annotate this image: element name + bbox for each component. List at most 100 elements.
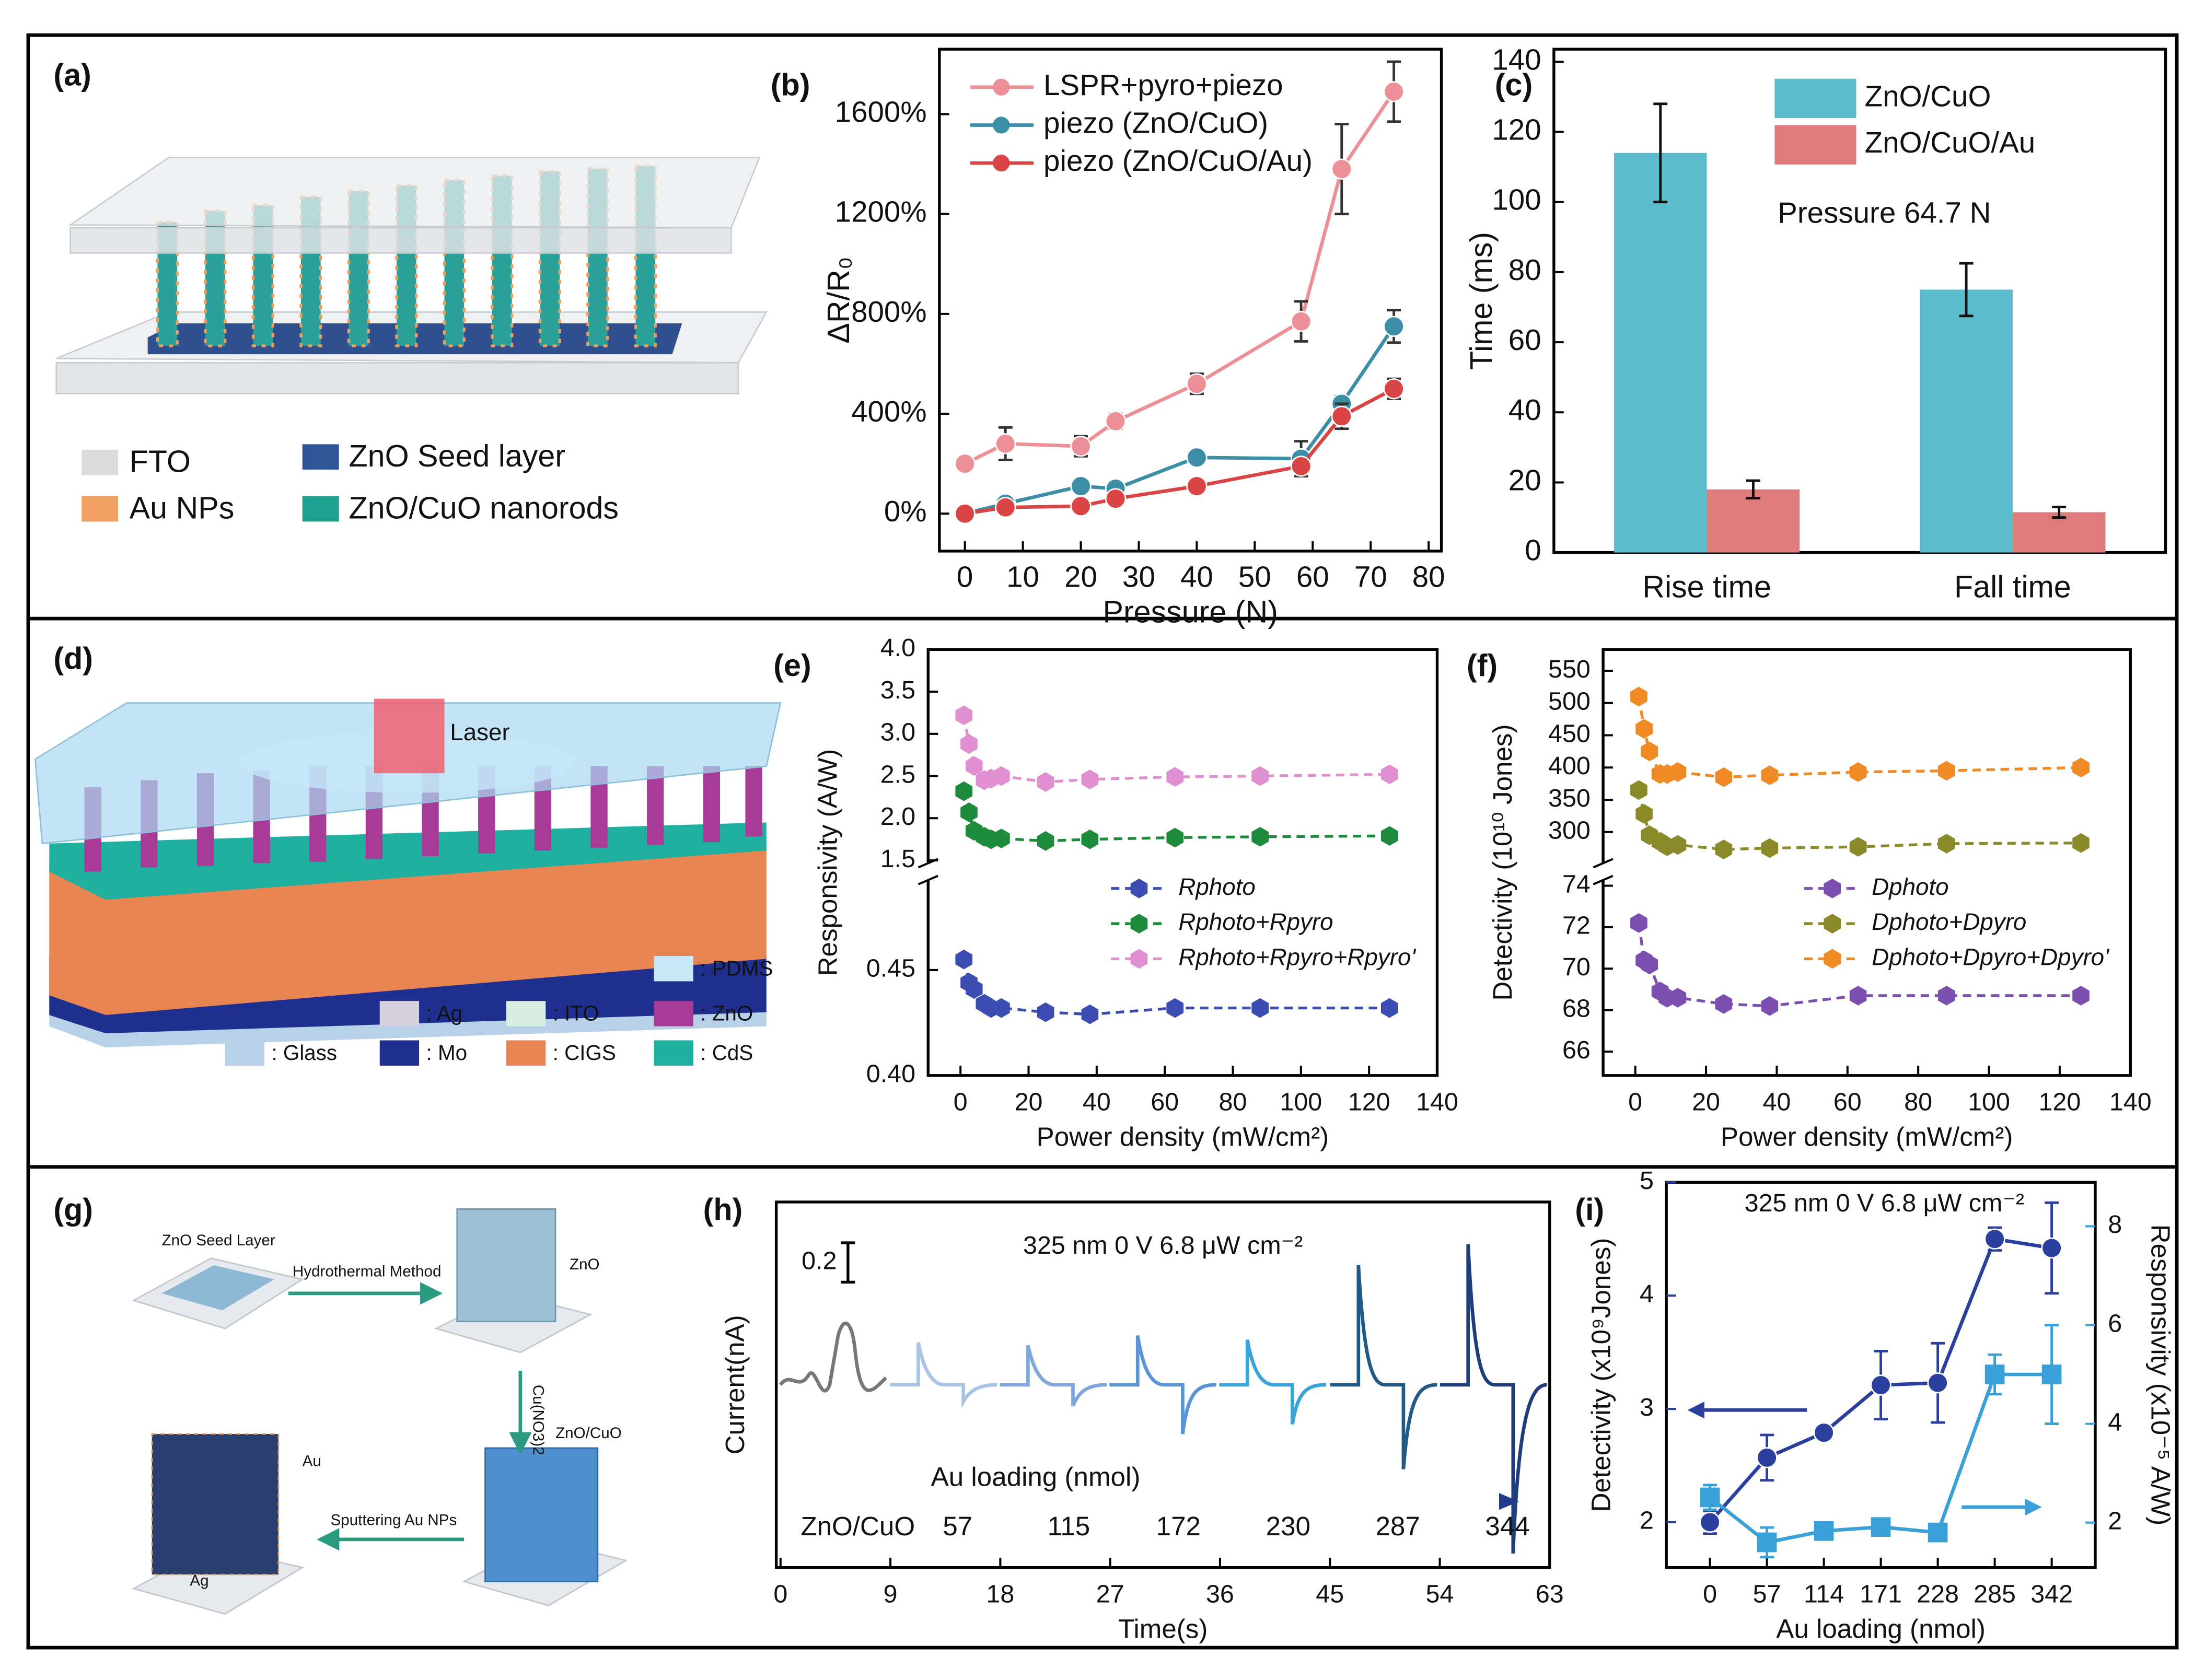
legend-marker (1130, 949, 1148, 969)
x-tick-label: 60 (1296, 561, 1329, 593)
marker (1635, 719, 1653, 739)
marker (993, 998, 1010, 1018)
marker (995, 497, 1016, 518)
x-tick-label: 0 (1628, 1088, 1642, 1116)
x-tick-label: 40 (1180, 561, 1213, 593)
device-schematic (68, 157, 761, 229)
current-trace (1330, 1265, 1437, 1469)
legend-marker (993, 155, 1010, 172)
solar-cell-schematic (49, 822, 767, 900)
marker (1380, 998, 1398, 1018)
marker (1715, 767, 1733, 787)
current-trace (1109, 1335, 1216, 1434)
marker (1380, 826, 1398, 846)
marker (1630, 686, 1647, 707)
process-label: Au (303, 1453, 321, 1470)
arrow-label: Au loading (nmol) (931, 1462, 1141, 1492)
marker (1166, 767, 1184, 787)
y-tick-label: 2 (1640, 1507, 1654, 1535)
legend-label: Rphoto (1178, 873, 1256, 900)
y2-axis-label: Responsivity (x10⁻⁵ A/W) (2146, 1224, 2176, 1526)
marker (1984, 1228, 2005, 1250)
x-tick-label: 80 (1412, 561, 1445, 593)
x-axis-label: Power density (mW/cm²) (1037, 1122, 1329, 1151)
x-tick-label: 120 (1348, 1088, 1390, 1116)
axis-break (1593, 874, 1614, 885)
plot-frame (938, 48, 1443, 553)
legend-swatch (654, 956, 693, 982)
y-axis-label: Detectivity (x10⁹Jones) (1586, 1238, 1616, 1512)
marker (1870, 1374, 1891, 1396)
marker (1700, 1487, 1720, 1508)
legend-swatch (82, 496, 119, 522)
x-tick-label: 9 (884, 1580, 898, 1608)
legend-marker (1824, 914, 1841, 934)
legend-swatch (379, 1001, 420, 1026)
x-tick-label: 342 (2030, 1580, 2073, 1608)
marker (960, 734, 978, 754)
legend-marker (1130, 914, 1148, 934)
marker (1081, 829, 1099, 849)
y-tick-label: 120 (1492, 113, 1541, 146)
marker (1037, 831, 1054, 851)
y-tick-label: 140 (1492, 43, 1541, 76)
panel-labels: (d) (53, 641, 93, 676)
solar-cell-schematic (34, 698, 782, 1047)
marker (1383, 81, 1405, 102)
solar-cell-schematic (374, 698, 445, 774)
axis-break (918, 858, 938, 869)
bar (1614, 153, 1707, 553)
y-tick-label: 4.0 (880, 634, 915, 662)
segment-label: 172 (1156, 1511, 1201, 1541)
marker (955, 705, 973, 726)
y-axis-label: Current(nA) (720, 1315, 750, 1454)
legend-label: : ZnO (700, 1001, 753, 1025)
y-tick-label: 450 (1548, 719, 1591, 748)
marker (1037, 772, 1054, 792)
panel-labels: (f) (1467, 648, 1498, 683)
marker (1813, 1422, 1835, 1443)
y-tick-label: 2.5 (880, 760, 915, 788)
plot-frame (1552, 48, 2167, 554)
legend-marker (1824, 949, 1841, 969)
marker (1937, 834, 1955, 854)
legend-marker (993, 78, 1010, 96)
y-tick-label: 0% (884, 495, 927, 528)
legend-label: : PDMS (700, 956, 773, 981)
current-trace (1219, 1339, 1326, 1425)
y-tick-label: 800% (851, 295, 927, 328)
y-tick-label: 1200% (835, 195, 927, 228)
annotation: 325 nm 0 V 6.8 μW cm⁻² (1745, 1189, 2024, 1217)
x-tick-label: 70 (1354, 561, 1387, 593)
marker (955, 781, 973, 801)
y-tick-label: 400 (1548, 752, 1591, 780)
marker (1937, 761, 1955, 781)
y-tick-label: 400% (851, 395, 927, 428)
device-schematic (55, 157, 768, 394)
legend-marker (1130, 879, 1148, 899)
legend-label: Dphoto+Dpyro+Dpyro' (1872, 943, 2110, 970)
segment-label: 287 (1375, 1511, 1420, 1541)
y-tick-label: 350 (1548, 784, 1591, 812)
axis-arrow (1687, 1402, 1704, 1419)
marker (993, 829, 1010, 848)
legend-label: : Mo (426, 1041, 468, 1065)
x-tick-label: 80 (1904, 1088, 1932, 1116)
y-tick-label: 72 (1562, 912, 1591, 940)
panel-labels: (e) (773, 648, 811, 683)
current-trace (1440, 1244, 1547, 1554)
legend-swatch (302, 444, 339, 470)
y-tick-label: 0.40 (866, 1060, 915, 1088)
legend-swatch (654, 1001, 693, 1026)
panel-labels: (h) (703, 1192, 743, 1227)
solar-cell-schematic (703, 766, 720, 843)
x-axis-label: Time(s) (1118, 1614, 1208, 1643)
legend-swatch (1774, 78, 1856, 119)
legend-label: : CIGS (553, 1041, 616, 1065)
marker (1331, 158, 1352, 180)
marker (1927, 1372, 1948, 1394)
marker (1081, 769, 1099, 789)
current-trace (779, 1321, 887, 1393)
series-line (964, 90, 1396, 465)
